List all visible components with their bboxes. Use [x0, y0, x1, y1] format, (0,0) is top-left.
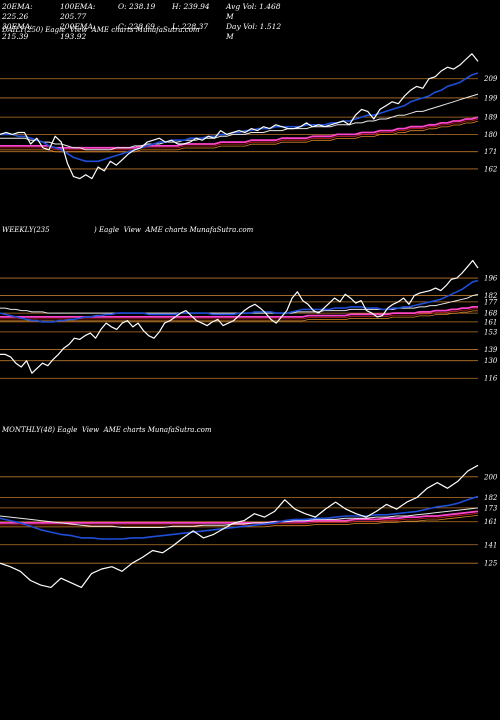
stat-200ema: 200EMA: 193.92: [60, 22, 96, 41]
stats-row-1: 20EMA: 225.26 100EMA: 205.77 O: 238.19 H…: [2, 2, 498, 22]
weekly-chart-title: WEEKLY(235 ) Eagle View AME charts Munaf…: [2, 226, 254, 234]
level-label-189: 189: [484, 114, 498, 122]
level-label-200: 200: [483, 473, 498, 481]
stat-open: O: 238.19: [118, 2, 156, 11]
level-label-153: 153: [484, 328, 498, 336]
level-label-209: 209: [483, 75, 498, 83]
ema-slow-series-line: [0, 510, 479, 524]
price-series-line: [0, 53, 479, 180]
level-label-130: 130: [484, 357, 498, 365]
ema-mid-series-line: [0, 293, 479, 314]
level-label-161: 161: [484, 318, 497, 326]
daily-chart: 209 199 189 180 171 162: [0, 53, 498, 180]
level-label-168: 168: [484, 310, 498, 318]
stat-30ema: 30EMA: 215.39: [2, 22, 33, 41]
ema-mid-series-line: [0, 507, 479, 528]
ema-fast-series-line: [0, 495, 479, 540]
stats-header: 20EMA: 225.26 100EMA: 205.77 O: 238.19 H…: [2, 2, 498, 42]
level-label-177: 177: [484, 298, 498, 306]
price-series-line: [0, 259, 479, 374]
slow-band-line-1: [0, 118, 479, 151]
level-label-196: 196: [484, 275, 498, 283]
stat-high: H: 239.94: [172, 2, 210, 11]
stat-low: L: 228.37: [172, 22, 209, 31]
level-label-141: 141: [484, 541, 497, 549]
stats-row-2: 30EMA: 215.39 200EMA: 193.92 C: 228.69 L…: [2, 22, 498, 42]
stat-avg-vol: Avg Vol: 1.468 M: [226, 2, 281, 21]
level-label-161: 161: [484, 518, 497, 526]
ema-mid-series-line: [0, 93, 479, 151]
slow-band-line-2: [0, 310, 478, 322]
monthly-chart: 200 182 173 161 141 125: [0, 464, 498, 588]
level-label-180: 180: [484, 131, 498, 139]
ema-fast-series-line: [0, 279, 479, 323]
price-series-line: [0, 464, 479, 588]
level-label-182: 182: [484, 494, 498, 502]
level-label-139: 139: [484, 346, 498, 354]
stat-close: C: 228.69: [118, 22, 155, 31]
level-label-171: 171: [484, 148, 497, 156]
level-label-116: 116: [484, 375, 498, 383]
monthly-chart-title: MONTHLY(48) Eagle View AME charts Munafa…: [2, 426, 212, 434]
level-label-125: 125: [484, 560, 498, 568]
daily-chart-title: DAILY(250) Eagle View AME charts MunafaS…: [2, 26, 200, 34]
ema-slow-series-line: [0, 306, 478, 318]
slow-band-line-2: [0, 120, 479, 153]
level-label-182: 182: [484, 292, 498, 300]
level-label-199: 199: [484, 94, 498, 102]
level-label-173: 173: [484, 504, 498, 512]
ema-fast-series-line: [0, 72, 479, 163]
level-label-162: 162: [484, 165, 498, 173]
stat-20ema: 20EMA: 225.26: [2, 2, 33, 21]
stat-100ema: 100EMA: 205.77: [60, 2, 96, 21]
stat-day-vol: Day Vol: 1.512 M: [226, 22, 282, 41]
